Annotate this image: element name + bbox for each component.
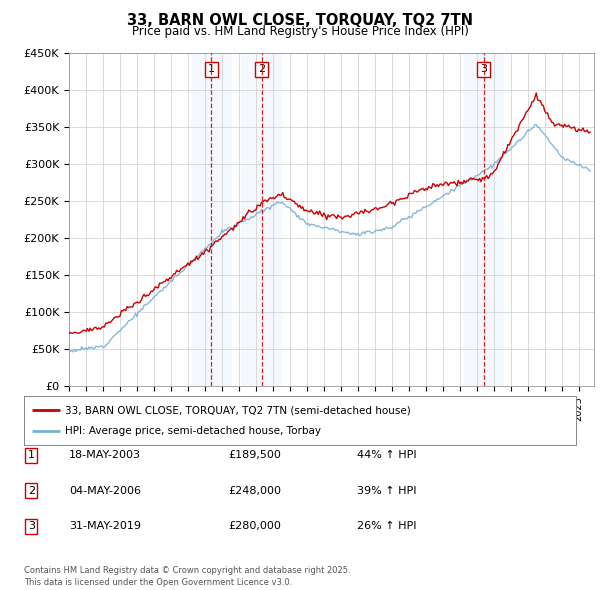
Text: 18-MAY-2003: 18-MAY-2003 [69,451,141,460]
Text: £280,000: £280,000 [228,522,281,531]
Text: 3: 3 [28,522,35,531]
Text: Contains HM Land Registry data © Crown copyright and database right 2025.
This d: Contains HM Land Registry data © Crown c… [24,566,350,587]
Text: 04-MAY-2006: 04-MAY-2006 [69,486,141,496]
Text: HPI: Average price, semi-detached house, Torbay: HPI: Average price, semi-detached house,… [65,427,322,437]
Text: 1: 1 [28,451,35,460]
Text: 26% ↑ HPI: 26% ↑ HPI [357,522,416,531]
Text: 3: 3 [480,64,487,74]
Text: 33, BARN OWL CLOSE, TORQUAY, TQ2 7TN: 33, BARN OWL CLOSE, TORQUAY, TQ2 7TN [127,13,473,28]
Text: 1: 1 [208,64,215,74]
Text: £248,000: £248,000 [228,486,281,496]
Bar [191,53,232,386]
Text: 2: 2 [258,64,265,74]
Text: 39% ↑ HPI: 39% ↑ HPI [357,486,416,496]
Text: 31-MAY-2019: 31-MAY-2019 [69,522,141,531]
Text: Price paid vs. HM Land Registry's House Price Index (HPI): Price paid vs. HM Land Registry's House … [131,25,469,38]
Bar [463,53,504,386]
Text: 33, BARN OWL CLOSE, TORQUAY, TQ2 7TN (semi-detached house): 33, BARN OWL CLOSE, TORQUAY, TQ2 7TN (se… [65,405,411,415]
Text: 2: 2 [28,486,35,496]
Bar [241,53,282,386]
Text: £189,500: £189,500 [228,451,281,460]
Text: 44% ↑ HPI: 44% ↑ HPI [357,451,416,460]
